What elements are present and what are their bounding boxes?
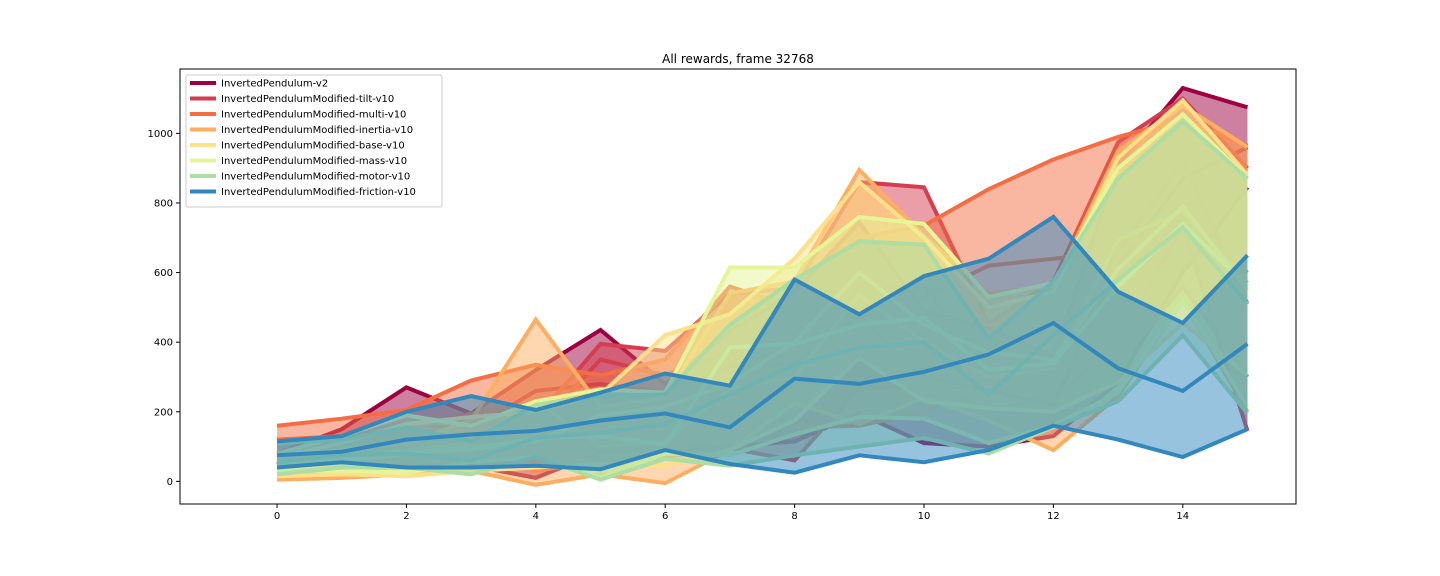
legend-label-0: InvertedPendulum-v2	[221, 79, 328, 90]
plot-frame	[179, 68, 1297, 505]
legend-label-1: InvertedPendulumModified-tilt-v10	[221, 94, 394, 105]
axis-layer: 0 2 4 6 8 10 12 14 0 200 400 600 800 1000	[148, 129, 1190, 522]
x-tick-label: 14	[1176, 511, 1189, 522]
legend-label-3: InvertedPendulumModified-inertia-v10	[221, 125, 413, 136]
chart-title: All rewards, frame 32768	[662, 52, 814, 66]
x-tick-label: 12	[1047, 511, 1060, 522]
legend-label-2: InvertedPendulumModified-multi-v10	[221, 110, 406, 121]
plot-layer	[276, 85, 1250, 487]
series-line-7-2	[276, 423, 1249, 475]
x-tick-label: 10	[918, 511, 931, 522]
x-tick-label: 6	[662, 511, 668, 522]
x-tick-label: 0	[274, 511, 280, 522]
y-tick-label: 600	[154, 268, 173, 279]
series-band-7	[277, 216, 1248, 473]
legend-label-4: InvertedPendulumModified-base-v10	[221, 141, 405, 152]
legend-box	[185, 74, 443, 208]
legend-label-5: InvertedPendulumModified-mass-v10	[221, 156, 407, 167]
series-line-7-1	[276, 320, 1249, 458]
y-tick-label: 1000	[148, 129, 173, 140]
y-tick-label: 200	[154, 407, 173, 418]
x-tick-label: 8	[791, 511, 797, 522]
series-line-7-0	[276, 214, 1249, 444]
legend-label-6: InvertedPendulumModified-motor-v10	[221, 172, 410, 183]
y-tick-label: 800	[154, 198, 173, 209]
y-tick-label: 400	[154, 338, 173, 349]
series-7	[276, 214, 1249, 475]
legend-label-7: InvertedPendulumModified-friction-v10	[221, 187, 416, 198]
x-tick-label: 4	[533, 511, 539, 522]
y-tick-label: 0	[167, 477, 173, 488]
legend: InvertedPendulum-v2 InvertedPendulumModif…	[185, 74, 443, 208]
x-tick-label: 2	[403, 511, 409, 522]
